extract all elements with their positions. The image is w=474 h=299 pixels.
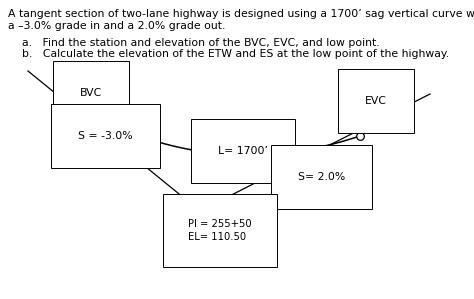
Text: A tangent section of two-lane highway is designed using a 1700’ sag vertical cur: A tangent section of two-lane highway is… bbox=[8, 9, 474, 19]
Text: PI = 255+50
EL= 110.50: PI = 255+50 EL= 110.50 bbox=[188, 219, 252, 242]
Text: S = -3.0%: S = -3.0% bbox=[78, 131, 133, 141]
Text: EVC: EVC bbox=[365, 96, 387, 106]
Text: a.   Find the station and elevation of the BVC, EVC, and low point.: a. Find the station and elevation of the… bbox=[22, 38, 380, 48]
Text: L= 1700’: L= 1700’ bbox=[218, 146, 268, 156]
Text: a –3.0% grade in and a 2.0% grade out.: a –3.0% grade in and a 2.0% grade out. bbox=[8, 21, 225, 31]
Text: BVC: BVC bbox=[80, 88, 102, 98]
Text: b.   Calculate the elevation of the ETW and ES at the low point of the highway.: b. Calculate the elevation of the ETW an… bbox=[22, 49, 449, 59]
Polygon shape bbox=[191, 197, 209, 211]
Text: S= 2.0%: S= 2.0% bbox=[298, 172, 345, 182]
